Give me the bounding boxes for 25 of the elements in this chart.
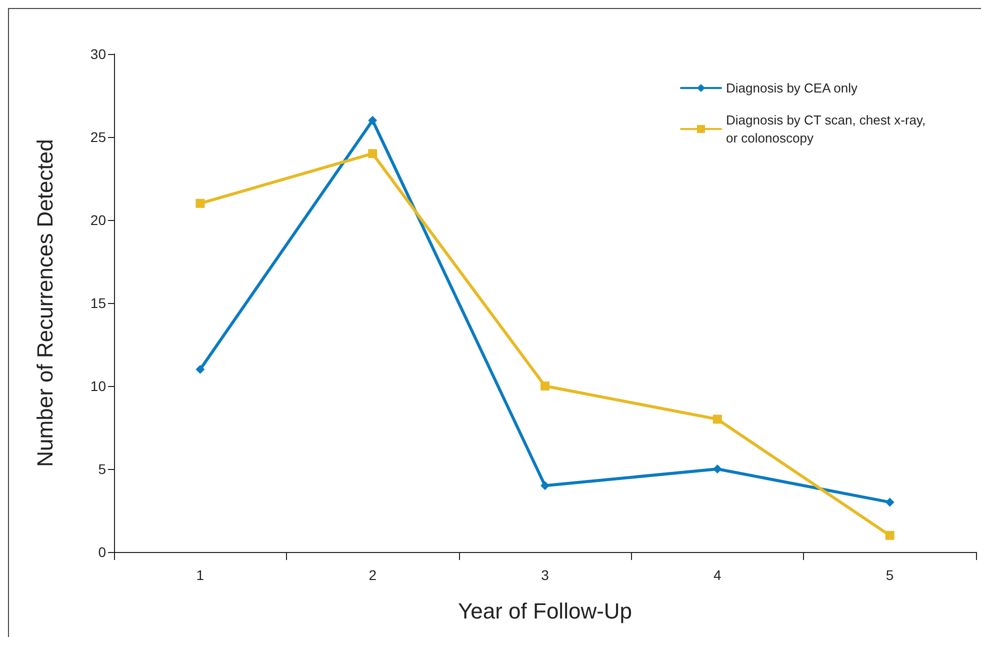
y-tick-label: 10 [90, 378, 106, 394]
legend-label: Diagnosis by CEA only [726, 80, 858, 96]
x-tick-label: 3 [541, 567, 550, 583]
point [196, 198, 205, 208]
x-tick-label: 4 [714, 567, 722, 583]
point [368, 149, 378, 158]
x-tick-label: 2 [368, 567, 377, 583]
point [196, 364, 205, 374]
point [368, 116, 378, 125]
y-tick-label: 25 [90, 129, 106, 145]
point [885, 530, 894, 540]
y-tick-label: 15 [90, 295, 106, 311]
y-tick-label: 30 [90, 46, 106, 62]
x-axis-title: Year of Follow-Up [458, 598, 632, 624]
x-tick-label: 1 [196, 567, 204, 583]
y-tick-label: 5 [98, 461, 106, 477]
y-axis-title: Number of Recurrences Detected [32, 139, 58, 467]
point [885, 498, 894, 507]
point [712, 414, 722, 424]
y-tick-label: 0 [98, 544, 106, 560]
x-tick-label: 5 [886, 567, 894, 583]
legend-label: Diagnosis by CT scan, chest x-ray, or colonoscopy [726, 112, 930, 146]
y-tick-label: 20 [90, 212, 106, 228]
point [540, 481, 550, 490]
point [540, 382, 550, 390]
